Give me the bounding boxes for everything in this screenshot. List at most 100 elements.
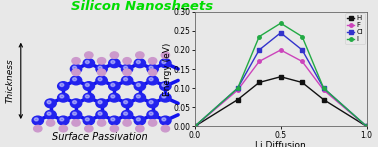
Circle shape (59, 125, 68, 132)
Y-axis label: Energy (eV): Energy (eV) (163, 42, 172, 96)
Circle shape (85, 118, 89, 121)
Circle shape (160, 116, 171, 125)
Circle shape (46, 120, 55, 126)
Circle shape (32, 116, 43, 125)
Circle shape (83, 82, 94, 91)
Circle shape (58, 82, 69, 91)
Circle shape (110, 52, 119, 58)
Circle shape (96, 110, 107, 119)
Cl (278, 32, 283, 34)
F (364, 126, 369, 127)
Circle shape (72, 58, 80, 64)
X-axis label: Li Diffusion: Li Diffusion (255, 141, 306, 147)
H (300, 82, 304, 83)
Circle shape (60, 83, 64, 86)
Line: I: I (193, 21, 369, 128)
Cl (257, 49, 262, 51)
Circle shape (134, 116, 146, 125)
I (278, 22, 283, 24)
H (364, 126, 369, 127)
Circle shape (136, 83, 140, 86)
Circle shape (109, 116, 120, 125)
Circle shape (121, 99, 133, 108)
Cl (364, 126, 369, 127)
I (321, 87, 326, 89)
Circle shape (70, 65, 82, 73)
Circle shape (58, 116, 69, 125)
I (192, 126, 197, 127)
F (321, 89, 326, 91)
Circle shape (34, 118, 38, 121)
Circle shape (124, 78, 128, 81)
Circle shape (96, 76, 107, 85)
Circle shape (123, 58, 131, 64)
Circle shape (60, 95, 64, 98)
I (364, 126, 369, 127)
Cl (235, 87, 240, 89)
Circle shape (160, 93, 171, 102)
Circle shape (73, 101, 77, 104)
Circle shape (70, 99, 82, 108)
F (278, 49, 283, 51)
Circle shape (110, 125, 119, 132)
H (235, 99, 240, 101)
Circle shape (96, 65, 107, 73)
Circle shape (98, 78, 102, 81)
Circle shape (124, 112, 128, 115)
Circle shape (123, 69, 131, 76)
Circle shape (70, 110, 82, 119)
Circle shape (134, 93, 146, 102)
Circle shape (47, 101, 51, 104)
Circle shape (60, 118, 64, 121)
H (321, 99, 326, 101)
F (192, 126, 197, 127)
F (257, 61, 262, 62)
Circle shape (162, 95, 166, 98)
Cl (321, 87, 326, 89)
Circle shape (111, 83, 115, 86)
Circle shape (85, 95, 89, 98)
Circle shape (85, 52, 93, 58)
Circle shape (111, 61, 115, 64)
Circle shape (136, 125, 144, 132)
Circle shape (111, 95, 115, 98)
Circle shape (98, 66, 102, 69)
Circle shape (149, 112, 153, 115)
Circle shape (161, 52, 170, 58)
Circle shape (147, 65, 158, 73)
Circle shape (134, 59, 146, 68)
Cl (300, 49, 304, 51)
Circle shape (98, 69, 106, 76)
Circle shape (136, 118, 140, 121)
Circle shape (85, 83, 89, 86)
Legend: H, F, Cl, I: H, F, Cl, I (345, 13, 365, 44)
Circle shape (109, 93, 120, 102)
Text: Silicon Nanosheets: Silicon Nanosheets (71, 0, 213, 13)
Circle shape (70, 76, 82, 85)
Circle shape (45, 99, 56, 108)
Circle shape (123, 120, 131, 126)
Circle shape (73, 78, 77, 81)
Circle shape (98, 58, 106, 64)
Circle shape (121, 65, 133, 73)
I (300, 36, 304, 37)
Circle shape (96, 99, 107, 108)
H (192, 126, 197, 127)
I (257, 36, 262, 37)
Circle shape (83, 59, 94, 68)
Circle shape (121, 110, 133, 119)
Circle shape (98, 112, 102, 115)
Circle shape (98, 120, 106, 126)
Circle shape (98, 101, 102, 104)
Circle shape (109, 59, 120, 68)
Circle shape (57, 93, 69, 102)
Circle shape (83, 93, 94, 102)
Circle shape (72, 69, 80, 76)
Circle shape (147, 99, 158, 108)
Circle shape (149, 120, 157, 126)
Text: Thickness: Thickness (6, 59, 15, 103)
Circle shape (83, 116, 94, 125)
Circle shape (134, 82, 146, 91)
Circle shape (136, 61, 140, 64)
Circle shape (160, 82, 171, 91)
